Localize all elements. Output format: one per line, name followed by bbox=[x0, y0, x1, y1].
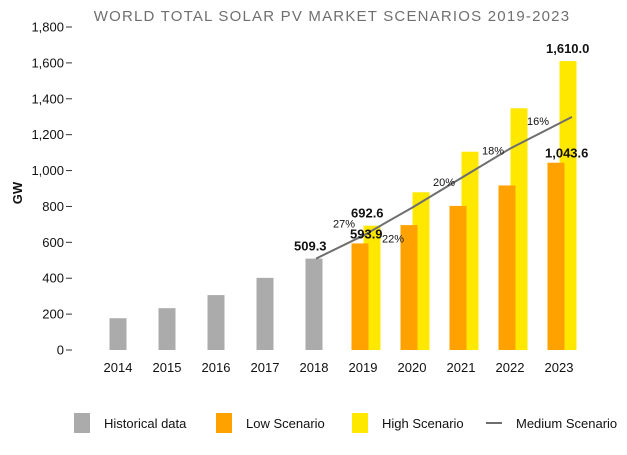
high-scenario-legend-swatch bbox=[352, 413, 368, 433]
y-tick-label: 1,000 bbox=[31, 163, 64, 178]
high-scenario-legend-label: High Scenario bbox=[382, 416, 464, 431]
x-tick-label-2017: 2017 bbox=[251, 360, 280, 375]
historical-data-legend-swatch bbox=[74, 413, 90, 433]
low-scenario-bar bbox=[449, 205, 467, 350]
growth-label-2021: 20% bbox=[433, 177, 455, 189]
historical-data-bar bbox=[109, 318, 127, 350]
data-label-2018-historical-data: 509.3 bbox=[294, 239, 327, 254]
medium-scenario-legend-label: Medium Scenario bbox=[516, 416, 617, 431]
growth-label-2019: 27% bbox=[333, 219, 355, 231]
x-tick-label-2018: 2018 bbox=[300, 360, 329, 375]
low-scenario-bar bbox=[498, 185, 516, 350]
x-tick-label-2014: 2014 bbox=[104, 360, 133, 375]
growth-label-2020: 22% bbox=[382, 234, 404, 246]
x-tick-label-2019: 2019 bbox=[349, 360, 378, 375]
low-scenario-bar bbox=[400, 225, 418, 350]
historical-data-legend-label: Historical data bbox=[104, 416, 187, 431]
legend: Historical data Low Scenario High Scenario… bbox=[74, 413, 617, 433]
y-tick-label: 1,400 bbox=[31, 91, 64, 106]
growth-label-2022: 18% bbox=[482, 146, 504, 158]
y-tick-label: 200 bbox=[42, 307, 64, 322]
low-scenario-bar bbox=[547, 162, 565, 350]
x-tick-label-2022: 2022 bbox=[496, 360, 525, 375]
historical-data-bar bbox=[158, 308, 176, 350]
data-labels-group: 509.3 692.6 593.9 1,610.0 1,043.6 27% 22% 20% 18… bbox=[294, 41, 589, 254]
y-tick-label: 0 bbox=[57, 343, 64, 358]
y-axis-label: GW bbox=[10, 181, 25, 204]
y-tick-label: 1,200 bbox=[31, 127, 64, 142]
medium-scenario-line bbox=[315, 116, 573, 260]
historical-data-bar bbox=[207, 295, 225, 350]
x-tick-label-2023: 2023 bbox=[545, 360, 574, 375]
y-tick-label: 1,800 bbox=[31, 20, 64, 35]
data-label-2019-low-scenario: 593.9 bbox=[350, 226, 383, 241]
chart-title: WORLD TOTAL SOLAR PV MARKET SCENARIOS 20… bbox=[94, 8, 571, 25]
x-tick-label-2016: 2016 bbox=[202, 360, 231, 375]
x-axis: 2014 2015 2016 2017 2018 2019 2020 2021 2022 2023 bbox=[104, 360, 574, 375]
historical-data-bar bbox=[305, 258, 323, 350]
y-tick-label: 600 bbox=[42, 235, 64, 250]
x-tick-label-2020: 2020 bbox=[398, 360, 427, 375]
x-tick-label-2015: 2015 bbox=[153, 360, 182, 375]
data-label-2023-low-scenario: 1,043.6 bbox=[545, 146, 588, 161]
bars-group bbox=[109, 61, 577, 350]
y-axis: 0 200 400 600 800 1,000 1,200 1,400 1,600 1,800 bbox=[31, 20, 72, 358]
low-scenario-legend-swatch bbox=[216, 413, 232, 433]
y-tick-label: 800 bbox=[42, 199, 64, 214]
y-tick-label: 1,600 bbox=[31, 55, 64, 70]
y-tick-label: 400 bbox=[42, 271, 64, 286]
low-scenario-legend-label: Low Scenario bbox=[246, 416, 325, 431]
data-label-2023-high-scenario: 1,610.0 bbox=[546, 41, 589, 56]
data-label-2019-high-scenario: 692.6 bbox=[351, 206, 384, 221]
low-scenario-bar bbox=[351, 243, 369, 350]
x-tick-label-2021: 2021 bbox=[447, 360, 476, 375]
historical-data-bar bbox=[256, 277, 274, 350]
medium-scenario-line-group bbox=[315, 116, 573, 260]
growth-label-2023: 16% bbox=[527, 116, 549, 128]
